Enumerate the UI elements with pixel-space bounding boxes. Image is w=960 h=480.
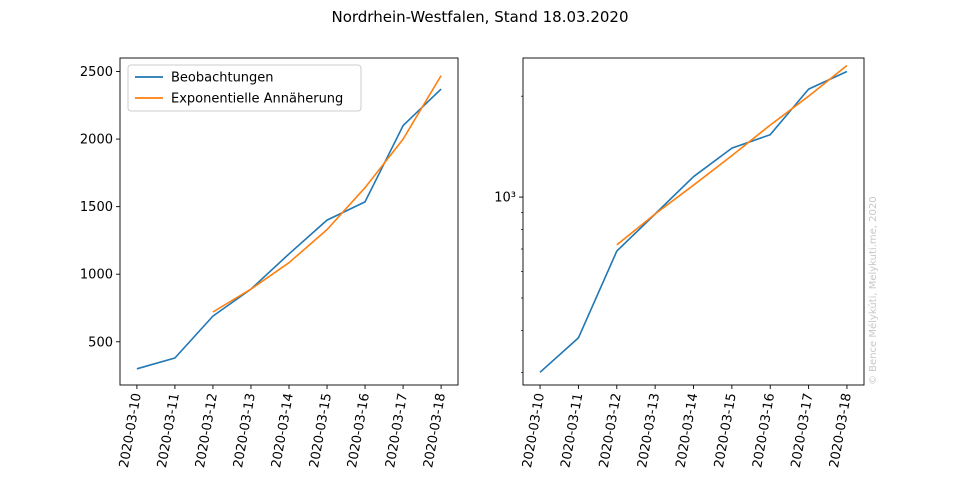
x-tick-label: 2020-03-16 — [750, 392, 778, 469]
x-tick-label: 2020-03-13 — [635, 392, 663, 469]
x-tick-label: 2020-03-10 — [520, 392, 548, 469]
x-tick-label: 2020-03-18 — [827, 392, 855, 469]
legend-label-1: Exponentielle Annäherung — [171, 92, 343, 107]
series-line-0 — [136, 88, 442, 370]
x-tick-label: 2020-03-15 — [712, 392, 740, 469]
x-tick-label: 2020-03-16 — [345, 392, 373, 469]
x-tick-label: 2020-03-11 — [558, 392, 586, 469]
figure-title: Nordrhein-Westfalen, Stand 18.03.2020 — [331, 8, 628, 26]
y-tick-label: 1000 — [80, 268, 113, 283]
legend-box — [127, 64, 362, 112]
y-tick-label: 10³ — [494, 191, 516, 206]
x-tick-label: 2020-03-12 — [193, 392, 221, 469]
series-line-1 — [212, 75, 442, 313]
x-tick-label: 2020-03-12 — [597, 392, 625, 469]
watermark-text: © Bence Mélykúti, Melykuti.me, 2020 — [867, 196, 879, 385]
y-tick-label: 2500 — [80, 65, 113, 80]
log-plot-panel: 2020-03-10 2020-03-11 2020-03-12 2020-03-13… — [494, 57, 865, 469]
series-line-1 — [616, 64, 848, 246]
x-tick-label: 2020-03-18 — [421, 392, 449, 469]
y-tick-label: 1500 — [80, 200, 113, 215]
y-tick-label: 500 — [88, 335, 113, 350]
linear-plot-panel: 2020-03-10 2020-03-11 2020-03-12 2020-03-13… — [80, 57, 459, 469]
y-tick-label: 2000 — [80, 133, 113, 148]
x-tick-label: 2020-03-15 — [307, 392, 335, 469]
x-tick-label: 2020-03-10 — [117, 392, 145, 469]
x-tick-label: 2020-03-17 — [383, 392, 411, 469]
x-tick-label: 2020-03-11 — [155, 392, 183, 469]
x-tick-label: 2020-03-14 — [269, 392, 297, 469]
x-tick-label: 2020-03-14 — [674, 392, 702, 469]
plot-frame — [522, 57, 865, 386]
legend-label-0: Beobachtungen — [171, 71, 274, 86]
x-tick-label: 2020-03-13 — [231, 392, 259, 469]
x-tick-label: 2020-03-17 — [789, 392, 817, 469]
series-line-0 — [539, 70, 848, 373]
legend: Beobachtungen Exponentielle Annäherung — [127, 64, 362, 112]
